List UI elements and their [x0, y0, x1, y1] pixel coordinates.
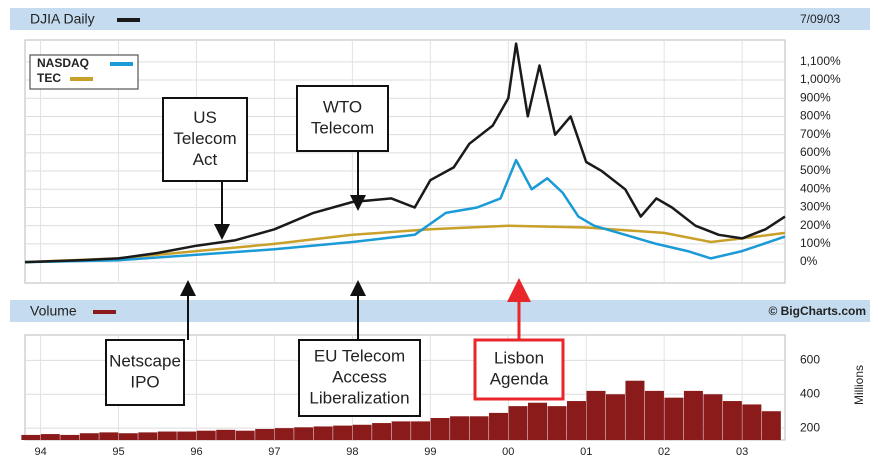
x-tick-label: 02 — [658, 446, 670, 458]
annotation-box — [162, 97, 248, 182]
volume-bar — [216, 429, 236, 440]
volume-bar — [469, 416, 489, 440]
volume-bar — [547, 406, 567, 440]
annotation-text: IPO — [130, 372, 159, 391]
volume-bar — [761, 411, 781, 440]
volume-bar — [703, 394, 723, 440]
volume-bar — [99, 432, 119, 440]
y-tick-label: 100% — [800, 236, 831, 250]
source: © BigCharts.com — [768, 304, 866, 318]
series-line — [24, 158, 786, 264]
x-tick-label: 03 — [736, 446, 748, 458]
axis-label: Millions — [852, 365, 866, 405]
volume-bar — [255, 428, 275, 440]
volume-bar — [274, 428, 294, 440]
volume-bar — [722, 401, 742, 440]
volume-bar — [742, 404, 762, 440]
volume-bar — [625, 380, 645, 440]
y-tick-label: 1,000% — [800, 72, 841, 86]
header-bar — [10, 300, 870, 322]
volume-bar — [352, 424, 372, 440]
annotation-box — [298, 339, 421, 417]
series-line — [24, 42, 786, 264]
volume-bar — [333, 425, 353, 440]
volume-bar — [79, 433, 99, 440]
volume-bar — [118, 433, 138, 440]
annotation-text: Netscape — [109, 351, 181, 370]
y-tick-label: 1,100% — [800, 54, 841, 68]
y-tick-label: 600% — [800, 145, 831, 159]
y-tick-label: 500% — [800, 163, 831, 177]
x-tick-label: 99 — [424, 446, 436, 458]
date: 7/09/03 — [800, 12, 840, 26]
volume-bar — [683, 390, 703, 440]
volume-bar — [294, 427, 314, 440]
volume-bar — [664, 397, 684, 440]
volume-bar — [586, 390, 606, 440]
x-tick-label: 00 — [502, 446, 514, 458]
y-tick-label: 900% — [800, 90, 831, 104]
volume-bar — [391, 421, 411, 440]
x-tick-label: 95 — [112, 446, 124, 458]
x-tick-label: 97 — [268, 446, 280, 458]
volume-bar — [605, 394, 625, 440]
volume-bar — [157, 431, 177, 440]
volume-bar — [450, 416, 470, 440]
annotation-box — [473, 338, 565, 401]
x-tick-label: 94 — [34, 446, 46, 458]
volume-bar — [644, 390, 664, 440]
annotation-text: Lisbon — [494, 348, 544, 367]
volume-bar — [40, 434, 60, 440]
volume-bar — [411, 421, 431, 440]
legend-label: DJIA Daily — [30, 11, 95, 27]
y-tick-label: 400% — [800, 181, 831, 195]
annotation-box — [296, 85, 389, 152]
y-tick-label: 200 — [800, 420, 820, 434]
volume-bar — [528, 402, 548, 440]
annotation-text: Agenda — [490, 369, 549, 388]
volume-bar — [21, 434, 41, 440]
y-tick-label: 0% — [800, 254, 818, 268]
x-tick-label: 01 — [580, 446, 592, 458]
volume-bar — [489, 412, 509, 440]
annotation-text: US — [193, 108, 217, 127]
annotation-text: Telecom — [311, 118, 374, 137]
legend-box — [29, 54, 139, 90]
annotation-box — [105, 339, 185, 406]
annotation-text: Access — [332, 367, 387, 386]
x-tick-label: 98 — [346, 446, 358, 458]
volume-bar — [372, 423, 392, 440]
annotation-text: EU Telecom — [314, 346, 405, 365]
x-tick-label: 96 — [190, 446, 202, 458]
legend-label: Volume — [30, 303, 77, 319]
header-bar — [10, 8, 870, 30]
y-tick-label: 700% — [800, 127, 831, 141]
series-line — [24, 224, 786, 264]
annotation-text: WTO — [323, 97, 362, 116]
volume-bar — [138, 432, 158, 440]
volume-bar — [60, 434, 80, 440]
volume-bar — [196, 430, 216, 440]
y-tick-label: 200% — [800, 218, 831, 232]
legend-label: NASDAQ — [37, 56, 89, 70]
volume-bar — [430, 417, 450, 440]
volume-bar — [235, 430, 255, 440]
volume-bar — [508, 406, 528, 440]
y-tick-label: 400 — [800, 386, 820, 400]
annotation-text: Liberalization — [309, 388, 409, 407]
annotation-text: Act — [193, 150, 218, 169]
volume-bar — [177, 431, 197, 440]
volume-bar — [566, 401, 586, 440]
y-tick-label: 300% — [800, 200, 831, 214]
volume-bar — [313, 426, 333, 440]
legend-label: TEC — [37, 71, 61, 85]
annotation-text: Telecom — [173, 129, 236, 148]
y-tick-label: 800% — [800, 109, 831, 123]
y-tick-label: 600 — [800, 353, 820, 367]
